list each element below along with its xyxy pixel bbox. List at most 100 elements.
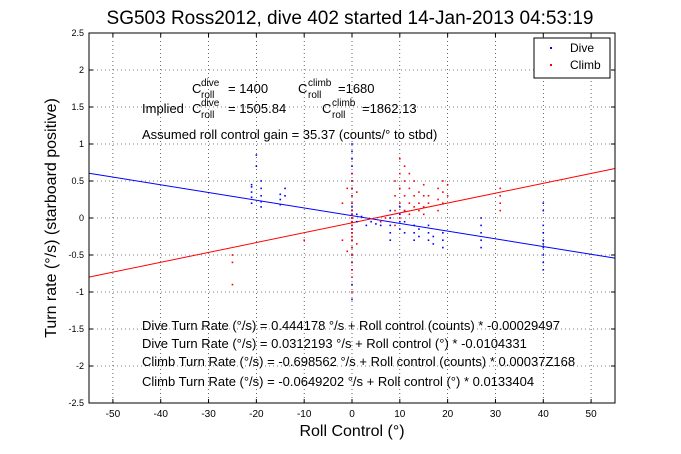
c-climb-value: =1680 <box>338 81 375 96</box>
data-point-climb <box>499 202 502 204</box>
data-point-climb <box>231 254 234 256</box>
data-point-climb <box>442 202 444 204</box>
data-point-dive <box>389 224 392 227</box>
data-point-dive <box>427 224 430 227</box>
implied-dive-value: = 1505.84 <box>228 101 286 116</box>
data-point-dive <box>355 213 358 216</box>
data-point-dive <box>351 143 353 145</box>
x-tick-label: 50 <box>586 409 598 420</box>
data-point-dive <box>250 191 253 193</box>
data-point-climb <box>442 191 444 193</box>
c-dive-symbol: C <box>192 81 201 96</box>
data-point-dive <box>255 165 258 167</box>
x-tick-label: -50 <box>106 409 121 420</box>
data-point-dive <box>427 232 430 234</box>
y-tick-label: -2.5 <box>68 398 84 408</box>
x-tick-label: -20 <box>249 409 264 420</box>
data-point-dive <box>260 180 262 182</box>
data-point-climb <box>437 187 439 190</box>
data-point-climb <box>379 220 382 223</box>
data-point-dive <box>542 246 545 249</box>
implied-climb-sup: climb <box>332 98 356 109</box>
legend-label-climb: Climb <box>570 58 601 72</box>
data-point-climb <box>408 213 411 216</box>
annotation-implied: Implied C dive roll = 1505.84 C climb ro… <box>142 98 417 121</box>
data-point-climb <box>408 187 411 190</box>
fit-line-climb-fit <box>88 168 616 278</box>
data-point-dive <box>418 235 420 238</box>
data-point-dive <box>250 186 253 188</box>
data-point-dive <box>542 243 545 245</box>
data-point-climb <box>351 228 353 230</box>
data-point-climb <box>399 202 401 204</box>
x-tick-label: 40 <box>538 409 550 420</box>
legend: Dive Climb <box>533 37 611 79</box>
data-point-climb <box>351 269 353 271</box>
data-point-dive <box>427 239 430 241</box>
implied-climb-symbol: C <box>322 101 331 116</box>
data-point-climb <box>351 291 353 293</box>
y-tick-label: 0 <box>79 213 84 223</box>
data-point-climb <box>351 232 353 234</box>
legend-label-dive: Dive <box>570 41 594 55</box>
data-point-climb <box>351 202 353 204</box>
data-point-dive <box>389 239 392 241</box>
data-point-climb <box>341 239 344 241</box>
data-point-climb <box>341 202 344 204</box>
fit-line-dive-fit <box>88 172 616 259</box>
data-point-climb <box>413 180 415 182</box>
data-point-dive <box>413 224 415 227</box>
x-tick-label: -40 <box>154 409 169 420</box>
implied-dive-symbol: C <box>192 101 201 116</box>
y-tick-label: 1 <box>79 139 84 149</box>
data-point-dive <box>399 228 401 230</box>
data-point-dive <box>351 158 353 160</box>
data-point-dive <box>403 232 406 234</box>
y-tick-label: 2 <box>79 65 84 75</box>
data-point-dive <box>480 224 482 227</box>
data-point-dive <box>403 220 406 223</box>
data-point-climb <box>437 209 439 212</box>
data-point-climb <box>403 195 406 197</box>
data-point-climb <box>346 250 349 253</box>
data-point-climb <box>408 172 411 175</box>
data-point-dive <box>442 239 444 241</box>
data-point-dive <box>480 246 482 249</box>
data-point-climb <box>399 187 401 190</box>
data-point-climb <box>399 172 401 175</box>
data-point-climb <box>394 195 396 197</box>
c-dive-sup: dive <box>201 78 220 89</box>
data-point-climb <box>422 183 425 186</box>
data-point-climb <box>422 206 425 208</box>
data-point-dive <box>542 202 545 204</box>
data-point-climb <box>427 202 430 204</box>
data-point-dive <box>542 209 545 212</box>
data-point-dive <box>260 187 262 190</box>
data-point-dive <box>480 217 482 219</box>
data-point-dive <box>351 150 353 153</box>
dive-eq-counts: Dive Turn Rate (°/s) = 0.444178 °/s + Ro… <box>142 318 560 333</box>
data-point-climb <box>351 209 353 212</box>
data-point-climb <box>351 261 353 264</box>
data-point-dive <box>399 213 401 216</box>
data-point-climb <box>422 213 425 216</box>
x-axis-label: Roll Control (°) <box>299 423 404 440</box>
data-point-climb <box>351 195 353 197</box>
y-tick-label: -1 <box>76 287 84 297</box>
data-point-dive <box>389 217 392 219</box>
implied-dive-sub: roll <box>201 110 214 121</box>
data-point-dive <box>432 235 435 238</box>
implied-climb-value: =1862.13 <box>362 101 417 116</box>
data-point-dive <box>399 206 401 208</box>
data-point-dive <box>351 298 353 301</box>
data-point-dive <box>542 239 545 241</box>
data-point-dive <box>365 224 368 227</box>
data-point-climb <box>427 195 430 197</box>
data-point-dive <box>432 243 435 245</box>
data-point-climb <box>499 195 502 197</box>
data-point-climb <box>499 209 502 212</box>
data-point-dive <box>284 187 286 190</box>
y-axis-label: Turn rate (°/s) (starboard positive) <box>43 98 60 338</box>
series-climb <box>231 158 502 293</box>
x-tick-label: 30 <box>490 409 502 420</box>
